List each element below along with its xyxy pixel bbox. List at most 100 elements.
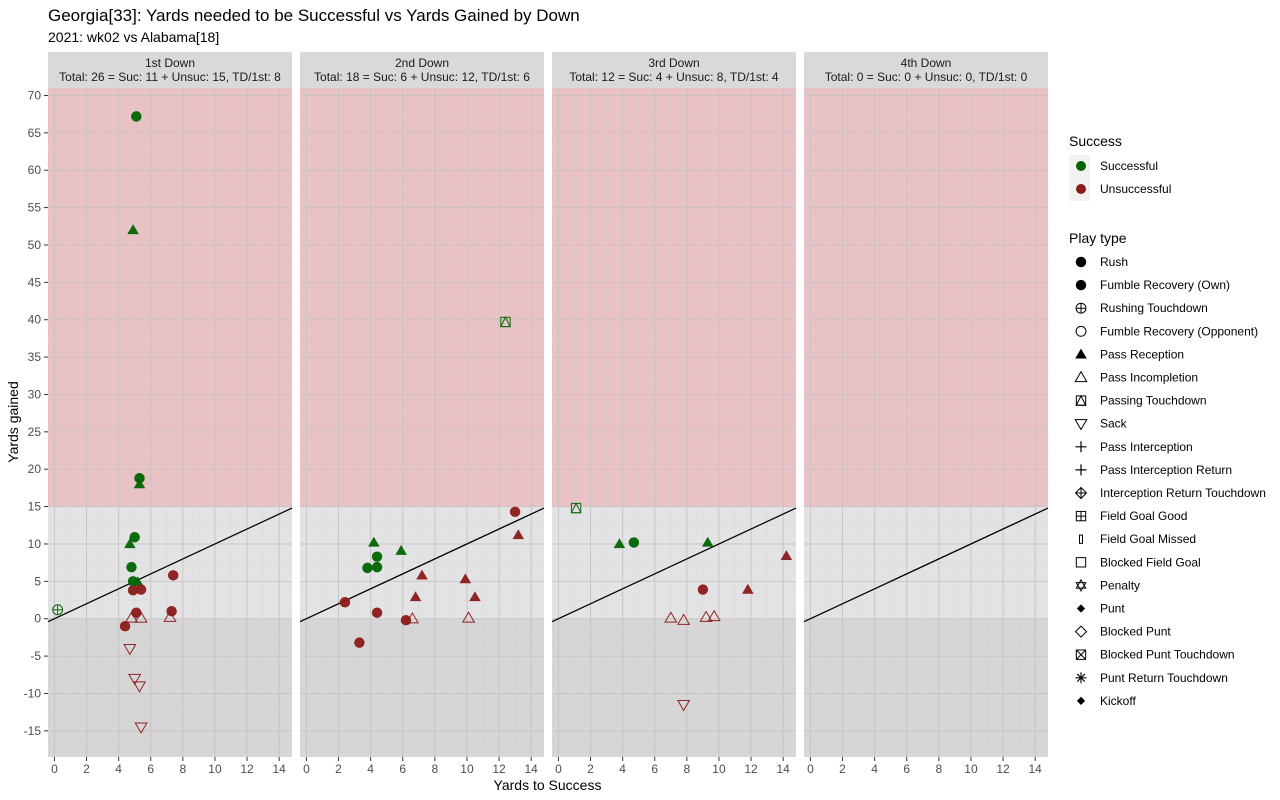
x-tick-label: 10 [460,762,474,776]
zone-negative-gain [804,618,1048,757]
data-point [354,637,365,648]
x-tick-label: 10 [964,762,978,776]
panel-label: 1st Down [145,56,195,70]
legend-play-swatch-body [1075,557,1087,568]
legend-play-swatch [1075,348,1087,359]
data-point-body [371,561,383,573]
data-point [123,643,137,656]
legend-play-swatch [1075,557,1087,568]
data-point [124,611,139,623]
y-tick-label: 55 [28,201,42,215]
data-point [699,610,713,622]
data-point-cross [52,604,63,615]
legend-play-swatch-body [1075,578,1087,589]
data-point-body [134,472,145,484]
legend: Success Successful Unsuccessful Play type… [1069,133,1266,708]
legend-success-label: Successful [1100,159,1158,173]
legend-play-label: Passing Touchdown [1100,394,1207,408]
data-points [339,316,525,648]
data-point-body [707,609,721,622]
panel-summary: Total: 26 = Suc: 11 + Unsuc: 15, TD/1st:… [59,70,281,84]
data-point-body [354,637,365,648]
gridlines [300,88,544,757]
legend-play-swatch-body [1075,395,1087,406]
data-point [362,562,373,574]
data-point-body [131,607,142,618]
legend-play-label: Rush [1100,255,1128,269]
legend-play-swatch-body [1075,256,1087,268]
reference-line [551,507,797,623]
data-point [664,611,678,623]
data-point [371,561,383,573]
data-point-body [124,538,136,549]
legend-play-label: Interception Return Touchdown [1100,486,1266,500]
legend-play-swatch-cross [1075,487,1087,499]
data-point [128,673,142,686]
data-point [134,722,148,734]
x-axis-ticks: 0 2 4 6 8 10 12 14 [555,757,790,776]
x-tick-label: 2 [335,762,342,776]
data-point-body [127,224,139,235]
gridlines [552,88,796,757]
legend-play-label: Field Goal Missed [1100,532,1196,546]
data-points [52,111,179,734]
data-point-body [163,610,177,622]
data-point [628,537,640,548]
data-point [52,604,64,616]
data-point [368,536,380,547]
panel-strip [48,52,292,88]
data-point [135,584,147,595]
panel-label: 4th Down [901,56,952,70]
data-point [163,610,177,622]
data-point-body [676,700,691,712]
legend-play-swatch [1074,419,1088,431]
y-tick-label: 45 [28,275,42,289]
y-tick-label: -5 [30,649,41,663]
legend-play-swatch [1075,256,1087,268]
data-point-body [628,537,640,548]
reference-line [803,507,1049,623]
x-tick-label: 10 [208,762,222,776]
legend-success-swatch [1076,184,1086,194]
zone-big-gain [804,88,1048,507]
data-point-body [371,551,383,562]
x-tick-label: 8 [683,762,690,776]
data-point [134,472,145,484]
data-point [405,611,420,624]
gridlines [804,88,1048,757]
data-point-body [119,620,131,632]
legend-play-label: Penalty [1100,578,1140,592]
data-point-body [780,550,793,561]
data-point [127,224,139,235]
x-tick-label: 4 [871,762,878,776]
panel-summary: Total: 12 = Suc: 4 + Unsuc: 8, TD/1st: 4 [569,70,779,84]
data-point-body [613,538,626,549]
data-point [461,611,476,623]
y-tick-label: 20 [28,462,42,476]
legend-play-swatch [1075,464,1087,476]
legend-play-swatch [1074,486,1088,500]
data-point-body [512,529,525,540]
data-point [459,573,472,584]
data-point [371,607,383,618]
legend-play-swatch-body [1075,325,1087,337]
data-point [131,111,142,122]
data-point [127,585,139,596]
y-tick-label: -15 [24,724,42,738]
legend-play-swatch [1075,441,1087,453]
data-point-body [742,583,754,594]
data-point [339,597,351,608]
panel-summary: Total: 18 = Suc: 6 + Unsuc: 12, TD/1st: … [314,70,530,84]
data-point-body [459,573,472,584]
data-point-body [127,585,139,596]
x-tick-label: 2 [587,762,594,776]
data-point [469,591,481,602]
chart-title: Georgia[33]: Yards needed to be Successf… [48,6,580,25]
gridlines [48,88,292,757]
panel-label: 3rd Down [648,56,699,70]
legend-play-label: Rushing Touchdown [1100,301,1208,315]
data-point [697,584,709,595]
